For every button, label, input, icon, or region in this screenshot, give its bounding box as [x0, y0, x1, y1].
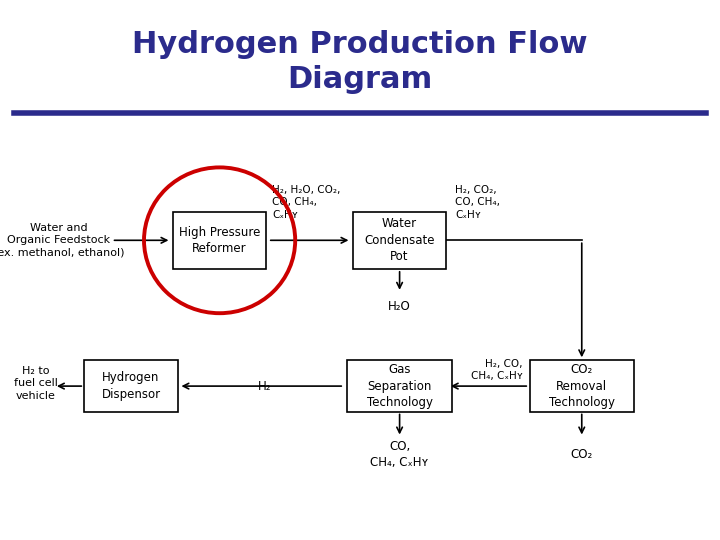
Text: CO₂
Removal
Technology: CO₂ Removal Technology — [549, 363, 615, 409]
Text: H₂O: H₂O — [388, 300, 411, 313]
Text: Gas
Separation
Technology: Gas Separation Technology — [366, 363, 433, 409]
Text: H₂, H₂O, CO₂,
CO, CH₄,
CₓHʏ: H₂, H₂O, CO₂, CO, CH₄, CₓHʏ — [272, 185, 341, 220]
Text: H₂: H₂ — [258, 380, 271, 393]
Text: Hydrogen
Dispensor: Hydrogen Dispensor — [102, 372, 161, 401]
FancyBboxPatch shape — [173, 212, 266, 268]
Text: Water
Condensate
Pot: Water Condensate Pot — [364, 217, 435, 264]
FancyBboxPatch shape — [353, 212, 446, 268]
Text: H₂, CO₂,
CO, CH₄,
CₓHʏ: H₂, CO₂, CO, CH₄, CₓHʏ — [455, 185, 500, 220]
Text: H₂ to
fuel cell
vehicle: H₂ to fuel cell vehicle — [14, 366, 58, 401]
Text: H₂, CO,
CH₄, CₓHʏ: H₂, CO, CH₄, CₓHʏ — [471, 359, 523, 381]
Text: CO₂: CO₂ — [571, 448, 593, 461]
FancyBboxPatch shape — [84, 361, 178, 411]
Text: CO,
CH₄, CₓHʏ: CO, CH₄, CₓHʏ — [370, 440, 429, 469]
FancyBboxPatch shape — [348, 361, 452, 411]
Text: Hydrogen Production Flow
Diagram: Hydrogen Production Flow Diagram — [132, 30, 588, 94]
Text: High Pressure
Reformer: High Pressure Reformer — [179, 226, 261, 255]
FancyBboxPatch shape — [530, 361, 634, 411]
Text: Water and
Organic Feedstock
(ex. methanol, ethanol): Water and Organic Feedstock (ex. methano… — [0, 223, 125, 258]
